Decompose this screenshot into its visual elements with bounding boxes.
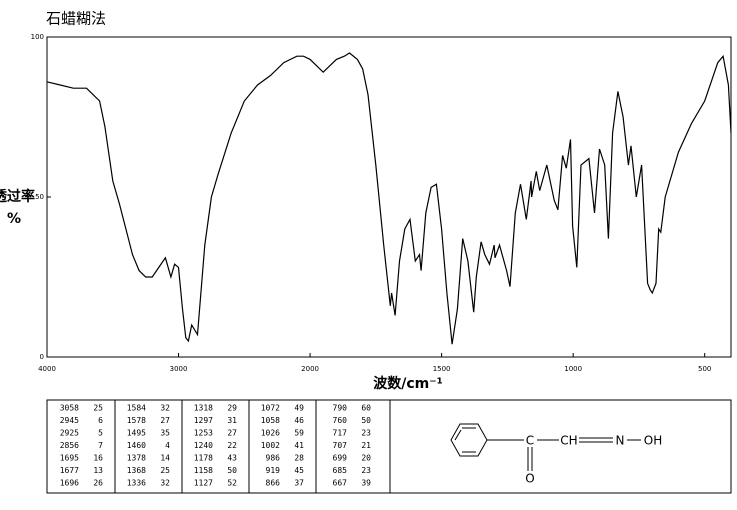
peak-transmittance: 35 bbox=[160, 429, 170, 438]
peak-wavenumber: 1058 bbox=[261, 416, 280, 425]
peak-wavenumber: 1178 bbox=[194, 454, 213, 463]
peak-wavenumber: 1695 bbox=[60, 454, 79, 463]
peak-transmittance: 20 bbox=[361, 454, 371, 463]
peak-transmittance: 32 bbox=[160, 479, 170, 488]
peak-transmittance: 49 bbox=[294, 404, 304, 413]
x-tick-label: 500 bbox=[698, 365, 711, 373]
peak-wavenumber: 3058 bbox=[60, 404, 79, 413]
peak-wavenumber: 2925 bbox=[60, 429, 79, 438]
chart-title: 石蜡糊法 bbox=[46, 10, 106, 28]
peak-transmittance: 22 bbox=[227, 441, 237, 450]
bond bbox=[454, 429, 462, 441]
peak-wavenumber: 1336 bbox=[127, 479, 146, 488]
peak-transmittance: 6 bbox=[98, 416, 103, 425]
table-frame bbox=[46, 399, 732, 494]
peak-wavenumber: 2945 bbox=[60, 416, 79, 425]
peak-transmittance: 4 bbox=[165, 441, 170, 450]
peak-transmittance: 13 bbox=[93, 466, 103, 475]
atom-label: C bbox=[526, 434, 534, 448]
peak-transmittance: 21 bbox=[361, 441, 371, 450]
peak-wavenumber: 1240 bbox=[194, 441, 213, 450]
peak-wavenumber: 1002 bbox=[261, 441, 280, 450]
peak-transmittance: 60 bbox=[361, 404, 371, 413]
peak-wavenumber: 1026 bbox=[261, 429, 280, 438]
peak-wavenumber: 919 bbox=[266, 466, 281, 475]
x-tick-label: 3000 bbox=[170, 365, 188, 373]
peak-wavenumber: 760 bbox=[333, 416, 348, 425]
peak-transmittance: 50 bbox=[227, 466, 237, 475]
peak-wavenumber: 1318 bbox=[194, 404, 213, 413]
peak-transmittance: 52 bbox=[227, 479, 237, 488]
peak-wavenumber: 1158 bbox=[194, 466, 213, 475]
peak-transmittance: 27 bbox=[160, 416, 170, 425]
peak-transmittance: 25 bbox=[160, 466, 170, 475]
peak-transmittance: 16 bbox=[93, 454, 103, 463]
peak-wavenumber: 1253 bbox=[194, 429, 213, 438]
peak-wavenumber: 1378 bbox=[127, 454, 146, 463]
peak-wavenumber: 1460 bbox=[127, 441, 146, 450]
x-tick-label: 4000 bbox=[38, 365, 56, 373]
y-tick-label: 0 bbox=[40, 353, 44, 361]
peak-transmittance: 31 bbox=[227, 416, 237, 425]
peak-wavenumber: 667 bbox=[333, 479, 348, 488]
peak-transmittance: 27 bbox=[227, 429, 237, 438]
peak-wavenumber: 1127 bbox=[194, 479, 213, 488]
peak-transmittance: 26 bbox=[93, 479, 103, 488]
peak-transmittance: 39 bbox=[361, 479, 371, 488]
y-tick-label: 50 bbox=[35, 193, 44, 201]
peak-wavenumber: 1297 bbox=[194, 416, 213, 425]
peak-transmittance: 23 bbox=[361, 429, 371, 438]
peak-transmittance: 28 bbox=[294, 454, 304, 463]
x-tick-label: 2000 bbox=[301, 365, 319, 373]
spectrum-line bbox=[46, 52, 732, 345]
peak-transmittance: 14 bbox=[160, 454, 170, 463]
peak-wavenumber: 1677 bbox=[60, 466, 79, 475]
peak-transmittance: 41 bbox=[294, 441, 304, 450]
peak-wavenumber: 699 bbox=[333, 454, 348, 463]
peak-wavenumber: 986 bbox=[266, 454, 281, 463]
x-axis-label: 波数/cm⁻¹ bbox=[373, 375, 443, 392]
peak-wavenumber: 1368 bbox=[127, 466, 146, 475]
peak-transmittance: 25 bbox=[93, 404, 103, 413]
peak-wavenumber: 685 bbox=[333, 466, 348, 475]
peak-wavenumber: 1072 bbox=[261, 404, 280, 413]
peak-transmittance: 23 bbox=[361, 466, 371, 475]
peak-transmittance: 59 bbox=[294, 429, 304, 438]
peak-transmittance: 37 bbox=[294, 479, 304, 488]
peak-wavenumber: 1578 bbox=[127, 416, 146, 425]
peak-transmittance: 7 bbox=[98, 441, 103, 450]
x-tick-label: 1500 bbox=[433, 365, 451, 373]
peak-wavenumber: 790 bbox=[333, 404, 348, 413]
peak-transmittance: 45 bbox=[294, 466, 304, 475]
plot-frame bbox=[46, 36, 732, 358]
structure bbox=[450, 423, 641, 471]
peak-wavenumber: 1584 bbox=[127, 404, 146, 413]
y-tick-label: 100 bbox=[31, 33, 44, 41]
peak-transmittance: 46 bbox=[294, 416, 304, 425]
peak-wavenumber: 707 bbox=[333, 441, 348, 450]
x-tick-label: 1000 bbox=[564, 365, 582, 373]
peak-transmittance: 29 bbox=[227, 404, 237, 413]
benzene-ring bbox=[450, 423, 488, 457]
peak-wavenumber: 1696 bbox=[60, 479, 79, 488]
peak-wavenumber: 2856 bbox=[60, 441, 79, 450]
peak-wavenumber: 717 bbox=[333, 429, 348, 438]
peak-wavenumber: 866 bbox=[266, 479, 281, 488]
atom-label: N bbox=[616, 434, 625, 448]
peak-wavenumber: 1495 bbox=[127, 429, 146, 438]
peak-transmittance: 43 bbox=[227, 454, 237, 463]
peak-transmittance: 50 bbox=[361, 416, 371, 425]
peak-transmittance: 32 bbox=[160, 404, 170, 413]
atom-label: CH bbox=[560, 434, 577, 448]
peak-transmittance: 5 bbox=[98, 429, 103, 438]
atom-label: OH bbox=[644, 434, 662, 448]
atom-label: O bbox=[525, 472, 534, 486]
y-axis-label: 透过率% bbox=[0, 188, 35, 227]
